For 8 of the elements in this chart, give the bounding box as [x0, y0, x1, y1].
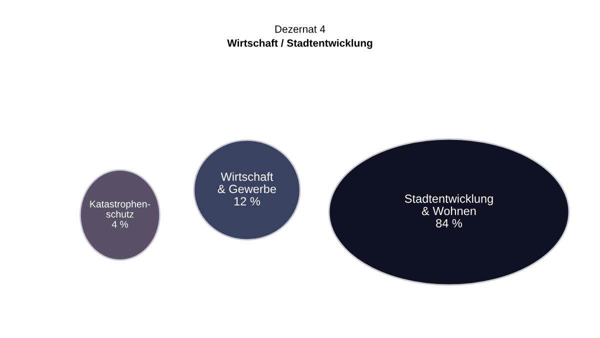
category-label: Katastrophen- schutz	[90, 200, 150, 218]
text: Wirtschaft / Stadtentwicklung	[227, 39, 372, 49]
data-label: 12 %	[234, 197, 260, 206]
data-label: 84 %	[436, 219, 462, 228]
category-label: Wirtschaft & Gewerbe	[218, 172, 276, 194]
data-label: 4 %	[112, 220, 128, 228]
text: Dezernat 4	[275, 26, 326, 33]
category-label: Stadtentwicklung & Wohnen	[404, 194, 493, 216]
